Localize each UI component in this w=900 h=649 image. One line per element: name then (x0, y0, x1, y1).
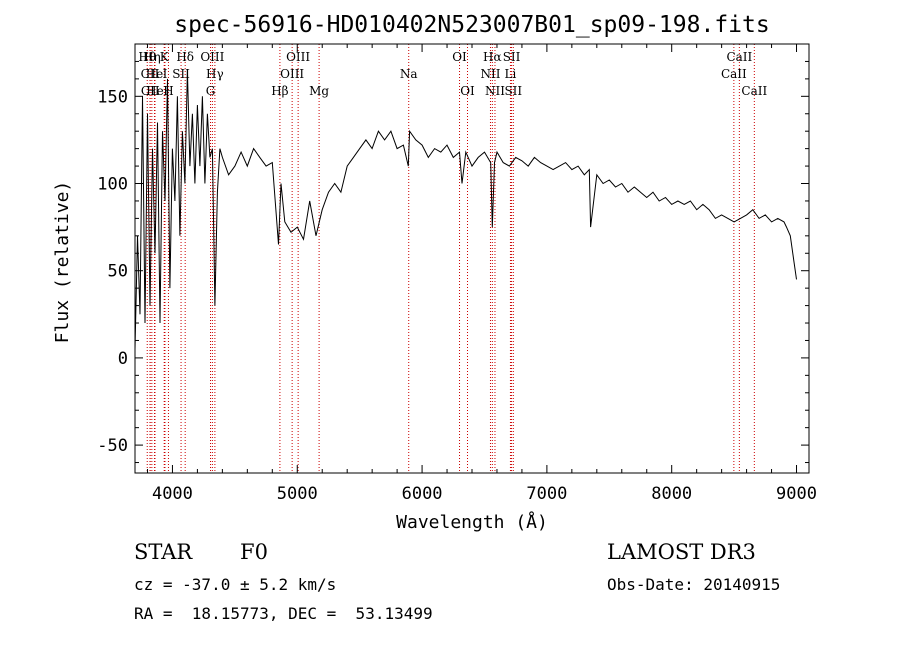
line-marker-label: SII (504, 84, 522, 98)
spectral-subclass: F0 (240, 540, 268, 564)
object-class: STAR (134, 540, 193, 564)
spectrum-trace (134, 70, 797, 350)
line-marker-label: NII (485, 84, 505, 98)
chart-title: spec-56916-HD010402N523007B01_sp09-198.f… (174, 12, 769, 38)
x-tick-label: 6000 (402, 484, 443, 504)
line-marker-label: CII (141, 67, 160, 81)
line-marker-label: He (146, 67, 164, 81)
line-marker-label: Hθ (138, 50, 156, 64)
line-marker-label: Hη (143, 50, 161, 64)
x-tick-label: 7000 (526, 484, 567, 504)
line-marker-label: Hγ (206, 67, 224, 81)
survey-name: LAMOST DR3 (607, 540, 756, 564)
line-marker-label: Hβ (271, 84, 288, 98)
spectral-line-labels: Hθ CII CII Hη He He KIH SII Hδ OIII Hγ G Hβ OIII OIII M… (138, 50, 767, 98)
line-marker-label: SII (172, 67, 190, 81)
redshift-velocity: cz = -37.0 ± 5.2 km/s (134, 575, 337, 594)
line-marker-label: Na (400, 67, 418, 81)
x-tick-label: 9000 (776, 484, 817, 504)
x-axis-label: Wavelength (Å) (396, 511, 548, 533)
spectral-line-markers (146, 44, 755, 473)
line-marker-label: Hδ (176, 50, 194, 64)
line-marker-label: I (163, 67, 168, 81)
x-tick-label: 5000 (277, 484, 318, 504)
line-marker-label: Li (505, 67, 517, 81)
line-marker-label: CaII (741, 84, 767, 98)
y-tick-label: 150 (97, 87, 128, 107)
plot-frame (134, 43, 810, 474)
y-tick-label: 50 (108, 262, 128, 282)
line-marker-label: OI (460, 84, 475, 98)
x-axis: 4000 5000 6000 7000 8000 9000 (146, 44, 817, 504)
line-marker-label: OIII (200, 50, 224, 64)
line-marker-label: NII (480, 67, 500, 81)
y-axis: -50 0 50 100 150 (97, 60, 809, 464)
line-marker-label: CII (141, 84, 160, 98)
line-marker-label: He (146, 84, 164, 98)
observation-date: Obs-Date: 20140915 (607, 575, 781, 594)
line-marker-label: H (163, 84, 173, 98)
line-marker-label: Mg (309, 84, 329, 98)
line-marker-label: K (160, 50, 170, 64)
line-marker-label: CaII (726, 50, 752, 64)
line-marker-label: OIII (280, 67, 304, 81)
x-tick-label: 4000 (152, 484, 193, 504)
y-tick-label: 0 (118, 349, 128, 369)
y-tick-label: -50 (97, 436, 128, 456)
coordinates: RA = 18.15773, DEC = 53.13499 (134, 604, 433, 623)
line-marker-label: G (206, 84, 216, 98)
line-marker-label: Hα (483, 50, 502, 64)
line-marker-label: OI (452, 50, 467, 64)
line-marker-label: CaII (721, 67, 747, 81)
y-axis-label: Flux (relative) (52, 181, 73, 344)
x-tick-label: 8000 (651, 484, 692, 504)
y-tick-label: 100 (97, 175, 128, 195)
line-marker-label: OIII (286, 50, 310, 64)
line-marker-label: SII (503, 50, 521, 64)
